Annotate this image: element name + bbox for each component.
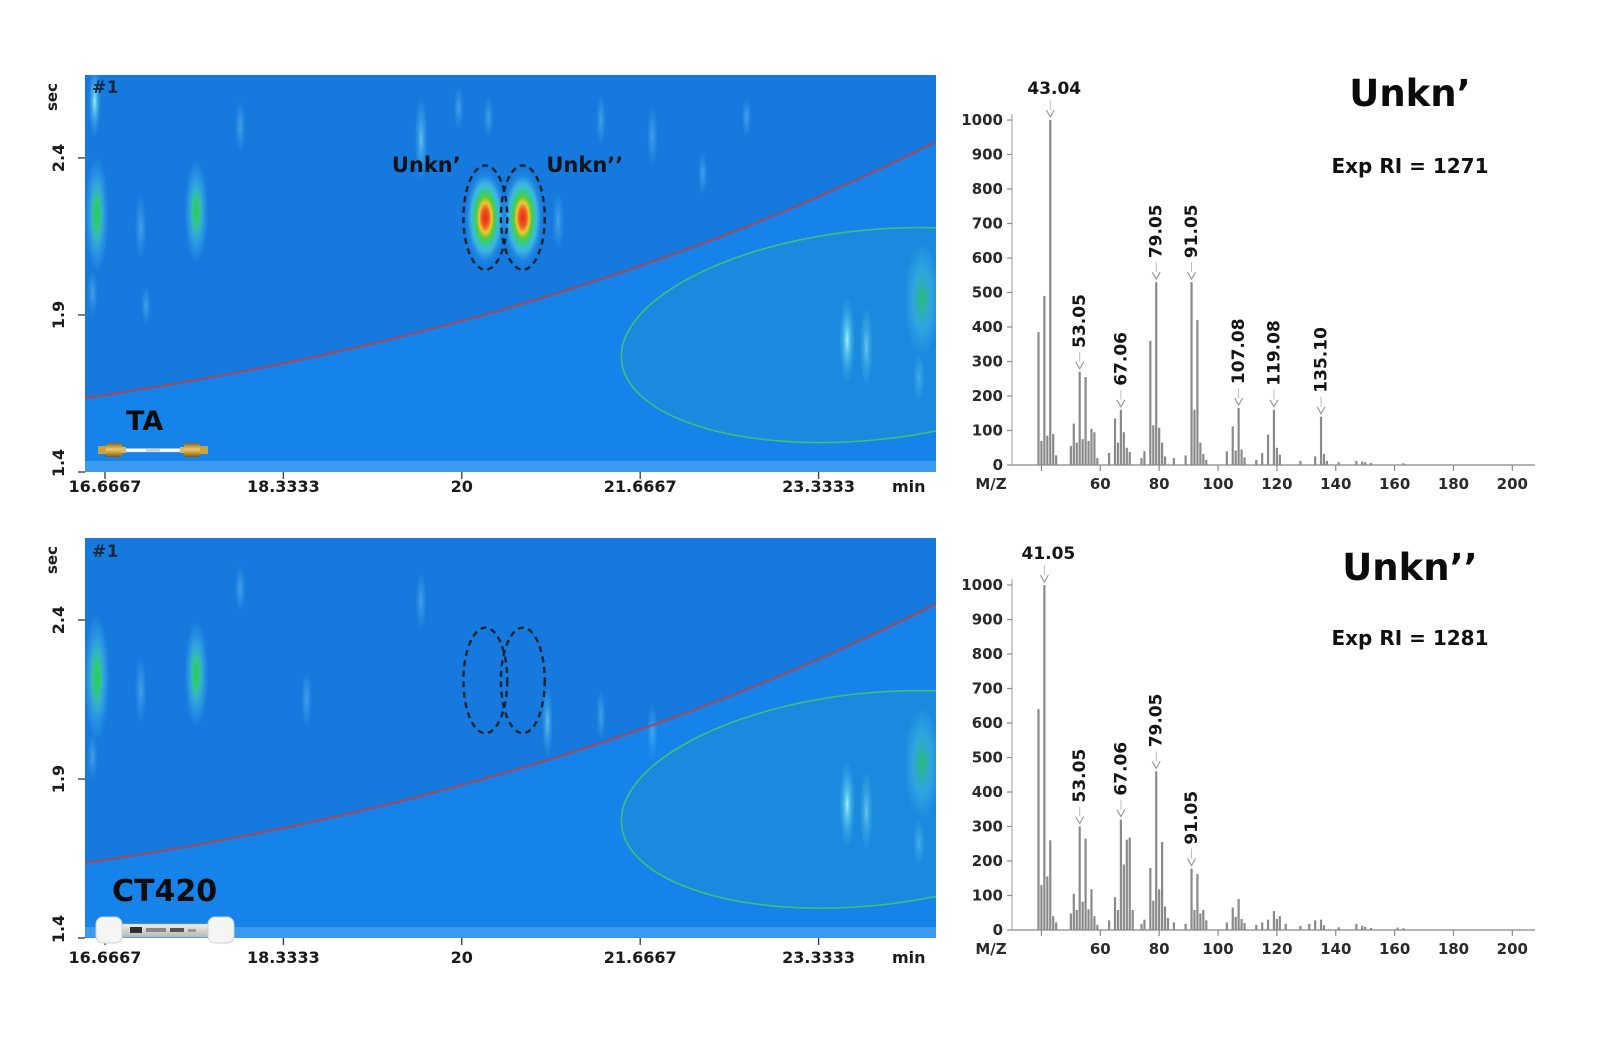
- svg-text:21.6667: 21.6667: [604, 948, 677, 967]
- ms-exp-ri-unkn2: Exp RI = 1281: [1331, 626, 1489, 650]
- svg-text:21.6667: 21.6667: [604, 477, 677, 496]
- svg-text:300: 300: [972, 353, 1003, 371]
- svg-text:900: 900: [972, 611, 1003, 629]
- svg-text:Unkn’: Unkn’: [392, 153, 461, 177]
- svg-text:140: 140: [1320, 475, 1351, 493]
- svg-text:160: 160: [1379, 475, 1410, 493]
- svg-text:1.4: 1.4: [49, 449, 68, 477]
- column-label-ct420: CT420: [112, 874, 218, 909]
- svg-text:53.05: 53.05: [1070, 294, 1090, 348]
- svg-text:120: 120: [1261, 475, 1292, 493]
- svg-text:M/Z: M/Z: [975, 940, 1006, 958]
- gc2d-plot-ct420: 16.6667 18.3333 20 21.6667 23.3333 min 2.4 1.9 1…: [43, 538, 936, 967]
- svg-text:1.9: 1.9: [49, 765, 68, 793]
- svg-text:sec: sec: [43, 83, 61, 111]
- svg-text:23.3333: 23.3333: [782, 948, 855, 967]
- svg-text:60: 60: [1090, 475, 1111, 493]
- svg-text:107.08: 107.08: [1229, 318, 1249, 384]
- ms-title-unkn1: Unkn’: [1349, 72, 1471, 115]
- svg-text:600: 600: [972, 249, 1003, 267]
- svg-text:700: 700: [972, 680, 1003, 698]
- svg-text:100: 100: [1202, 940, 1233, 958]
- ct420-column-icon: [95, 916, 235, 944]
- ms-exp-ri-unkn1: Exp RI = 1271: [1331, 154, 1489, 178]
- svg-text:300: 300: [972, 818, 1003, 836]
- svg-text:1000: 1000: [961, 576, 1003, 594]
- svg-text:200: 200: [1497, 475, 1528, 493]
- svg-text:20: 20: [451, 948, 473, 967]
- svg-text:18.3333: 18.3333: [247, 948, 320, 967]
- ms-title-unkn2: Unkn’’: [1342, 546, 1478, 589]
- svg-text:180: 180: [1438, 940, 1469, 958]
- column-label-ta: TA: [126, 406, 164, 437]
- svg-text:16.6667: 16.6667: [69, 477, 142, 496]
- svg-text:60: 60: [1090, 940, 1111, 958]
- svg-text:20: 20: [451, 477, 473, 496]
- svg-text:79.05: 79.05: [1147, 204, 1167, 258]
- svg-text:2.4: 2.4: [49, 144, 68, 172]
- svg-text:53.05: 53.05: [1070, 749, 1090, 803]
- svg-text:67.06: 67.06: [1111, 332, 1131, 386]
- svg-text:400: 400: [972, 783, 1003, 801]
- svg-text:2.4: 2.4: [49, 606, 68, 634]
- gc2d-plot-ta: Unkn’ Unkn’’ 16.6667 18.3333 20 21.6667 23.333…: [43, 75, 936, 496]
- svg-text:100: 100: [1202, 475, 1233, 493]
- svg-text:0: 0: [993, 921, 1003, 939]
- svg-text:1000: 1000: [961, 111, 1003, 129]
- trace-id-label: #1: [92, 78, 120, 98]
- svg-text:min: min: [892, 948, 926, 967]
- ta-column-icon: [98, 443, 208, 457]
- ms-plot-unkn2: 0 100 200 300 400 500 600 700 800 900 1000 60 80 100 1…: [961, 544, 1535, 958]
- svg-text:900: 900: [972, 146, 1003, 164]
- svg-text:180: 180: [1438, 475, 1469, 493]
- svg-text:600: 600: [972, 714, 1003, 732]
- svg-text:0: 0: [993, 456, 1003, 474]
- svg-text:43.04: 43.04: [1027, 79, 1081, 99]
- svg-text:1.9: 1.9: [49, 301, 68, 329]
- trace-id-label: #1: [92, 542, 120, 562]
- svg-text:16.6667: 16.6667: [69, 948, 142, 967]
- svg-text:100: 100: [972, 887, 1003, 905]
- svg-text:M/Z: M/Z: [975, 475, 1006, 493]
- svg-text:200: 200: [972, 387, 1003, 405]
- svg-text:91.05: 91.05: [1182, 791, 1202, 845]
- svg-text:min: min: [892, 477, 926, 496]
- svg-text:500: 500: [972, 749, 1003, 767]
- svg-text:160: 160: [1379, 940, 1410, 958]
- svg-text:67.06: 67.06: [1111, 742, 1131, 796]
- svg-text:135.10: 135.10: [1312, 327, 1332, 393]
- svg-text:120: 120: [1261, 940, 1292, 958]
- svg-text:80: 80: [1149, 475, 1170, 493]
- svg-text:91.05: 91.05: [1182, 204, 1202, 258]
- svg-text:400: 400: [972, 318, 1003, 336]
- svg-text:200: 200: [1497, 940, 1528, 958]
- svg-text:1.4: 1.4: [49, 915, 68, 943]
- svg-text:800: 800: [972, 645, 1003, 663]
- svg-text:41.05: 41.05: [1021, 544, 1075, 564]
- svg-text:23.3333: 23.3333: [782, 477, 855, 496]
- svg-text:119.08: 119.08: [1264, 320, 1284, 386]
- svg-text:80: 80: [1149, 940, 1170, 958]
- svg-text:200: 200: [972, 852, 1003, 870]
- svg-text:500: 500: [972, 284, 1003, 302]
- svg-text:79.05: 79.05: [1147, 694, 1167, 748]
- svg-text:Unkn’’: Unkn’’: [546, 153, 623, 177]
- ms-plot-unkn1: 0 100 200 300 400 500 600 700 800 900 1000 60 80 100 1…: [961, 79, 1535, 493]
- svg-text:700: 700: [972, 215, 1003, 233]
- svg-text:100: 100: [972, 422, 1003, 440]
- svg-text:sec: sec: [43, 546, 61, 574]
- svg-text:140: 140: [1320, 940, 1351, 958]
- svg-text:800: 800: [972, 180, 1003, 198]
- svg-text:18.3333: 18.3333: [247, 477, 320, 496]
